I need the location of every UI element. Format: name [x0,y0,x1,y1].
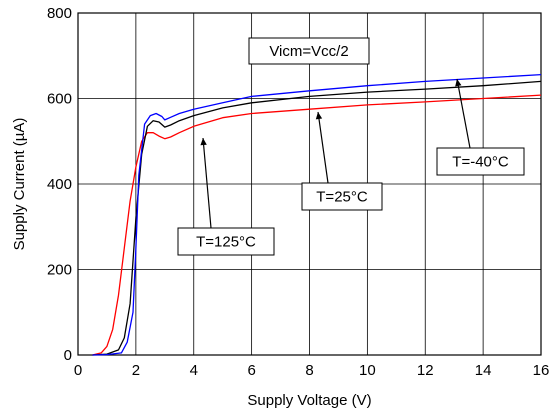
y-axis-label: Supply Current (µA) [11,118,28,251]
annotation-leaders [200,78,471,229]
x-tick-label: 14 [475,362,492,379]
y-tick-label: 800 [47,5,72,22]
annotation-t25-text: T=25°C [316,189,368,206]
annotation-arrowhead [315,112,323,120]
x-axis-label: Supply Voltage (V) [247,392,371,409]
series-layer [92,73,542,356]
x-tick-label: 10 [359,362,376,379]
x-tick-label: 8 [305,362,313,379]
series-line-1 [92,80,542,356]
annotation-tm40: T=-40°C [436,147,525,176]
x-tick-label: 12 [417,362,434,379]
annotation-t125: T=125°C [177,227,275,256]
y-tick-label: 400 [47,176,72,193]
x-tick-label: 6 [247,362,255,379]
annotation-leader [456,78,471,149]
y-tick-label: 0 [64,347,72,364]
annotation-leader [202,137,212,229]
y-tick-label: 600 [47,91,72,108]
annotation-vicm: Vicm=Vcc/2 [248,37,370,65]
annotation-arrowhead [200,138,207,146]
annotation-t125-text: T=125°C [196,234,256,251]
series-line-0 [92,94,542,356]
series-line-2 [92,73,542,356]
annotation-tm40-text: T=-40°C [452,154,509,171]
annotation-t25: T=25°C [301,182,383,211]
x-tick-label: 0 [74,362,82,379]
y-tick-label: 200 [47,262,72,279]
x-tick-label: 16 [533,362,550,379]
x-tick-label: 4 [190,362,198,379]
annotation-leader [317,111,329,184]
annotation-vicm-text: Vicm=Vcc/2 [269,43,348,60]
tick-labels: 0 2 4 6 8 10 12 14 16 0 200 400 600 800 [47,5,549,379]
plot-frame [77,12,542,356]
x-tick-label: 2 [132,362,140,379]
annotation-arrowhead [455,79,462,87]
